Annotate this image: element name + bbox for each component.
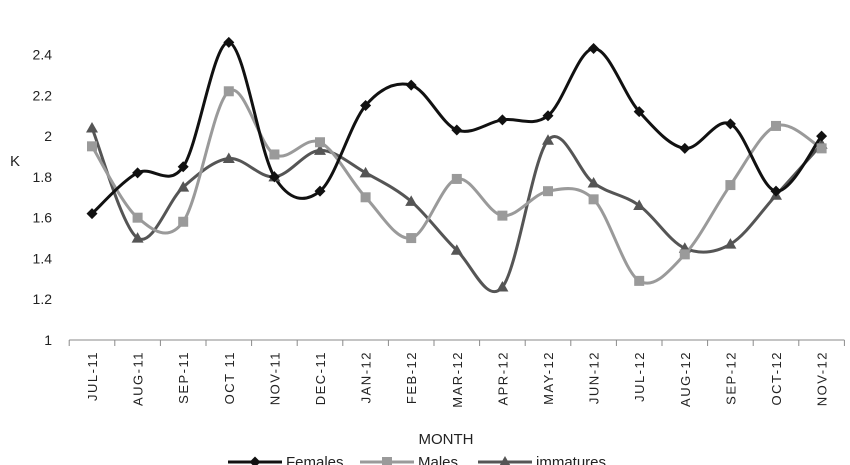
data-point-females bbox=[132, 167, 144, 179]
data-point-males bbox=[178, 216, 189, 227]
y-tick-label: 1 bbox=[44, 332, 52, 348]
x-axis-tick-labels: JUL-11 AUG-11 SEP-11 OCT 11 NOV-11 DEC-11 JAN-… bbox=[85, 351, 830, 408]
x-tick-label: OCT-12 bbox=[769, 351, 784, 406]
x-tick-label: MAR-12 bbox=[450, 351, 465, 408]
data-point-immatures bbox=[405, 195, 418, 206]
data-point-immatures bbox=[450, 244, 463, 255]
x-tick-label: OCT 11 bbox=[222, 351, 237, 404]
data-point-males bbox=[679, 249, 690, 260]
data-point-immatures bbox=[359, 166, 372, 178]
data-point-males bbox=[725, 180, 736, 191]
x-tick-label: AUG-12 bbox=[678, 351, 693, 407]
data-point-females bbox=[542, 110, 554, 122]
data-point-females bbox=[177, 161, 189, 173]
x-tick-label: SEP-12 bbox=[723, 351, 738, 405]
data-point-males bbox=[269, 149, 280, 160]
y-tick-label: 1.8 bbox=[33, 169, 53, 185]
data-point-females bbox=[496, 114, 508, 126]
data-point-immatures bbox=[131, 232, 144, 243]
data-point-males bbox=[451, 173, 462, 184]
x-tick-label: JUL-12 bbox=[632, 351, 647, 402]
data-point-males bbox=[360, 192, 371, 203]
data-point-immatures bbox=[542, 134, 554, 145]
data-point-males bbox=[588, 194, 599, 205]
data-point-females bbox=[816, 130, 828, 142]
legend-marker-males bbox=[382, 457, 392, 465]
y-tick-label: 2.2 bbox=[33, 87, 53, 103]
data-point-males bbox=[497, 210, 508, 221]
data-point-females bbox=[360, 100, 372, 112]
series-line-females bbox=[90, 40, 823, 215]
legend-marker-immatures bbox=[499, 456, 511, 465]
legend: Females Males immatures bbox=[228, 454, 606, 465]
y-tick-label: 2 bbox=[44, 128, 52, 144]
data-point-immatures bbox=[222, 152, 235, 164]
x-tick-label: AUG-11 bbox=[131, 351, 146, 406]
series-markers bbox=[86, 36, 828, 292]
x-tick-label: SEP-11 bbox=[176, 351, 191, 404]
series-line-males bbox=[90, 88, 823, 285]
data-point-immatures bbox=[724, 238, 737, 249]
data-point-females bbox=[314, 185, 326, 197]
data-point-females bbox=[223, 36, 235, 48]
y-axis-ticks: 1 1.2 1.4 1.6 1.8 2 2.2 2.4 bbox=[33, 47, 53, 348]
data-point-females bbox=[405, 79, 417, 91]
data-point-males bbox=[87, 141, 97, 152]
x-tick-label: DEC-11 bbox=[313, 351, 328, 405]
data-point-males bbox=[223, 86, 234, 97]
x-tick-label: JUN-12 bbox=[587, 351, 602, 404]
data-point-females bbox=[679, 142, 691, 154]
data-point-immatures bbox=[633, 199, 646, 210]
data-point-immatures bbox=[587, 177, 600, 188]
legend-label-males: Males bbox=[418, 454, 458, 465]
x-tick-label: APR-12 bbox=[495, 351, 510, 406]
data-point-males bbox=[634, 275, 645, 286]
data-point-females bbox=[588, 42, 600, 54]
series-line-immatures bbox=[90, 127, 823, 294]
legend-marker-females bbox=[249, 456, 261, 465]
y-axis-label: K bbox=[10, 153, 20, 170]
data-point-females bbox=[724, 118, 736, 130]
data-point-females bbox=[633, 106, 645, 118]
data-point-males bbox=[816, 143, 827, 154]
data-point-immatures bbox=[314, 144, 326, 155]
series-lines bbox=[90, 40, 823, 294]
data-point-females bbox=[86, 208, 98, 220]
data-point-immatures bbox=[177, 181, 190, 192]
data-point-females bbox=[268, 171, 280, 183]
x-axis bbox=[68, 339, 845, 346]
data-point-females bbox=[770, 185, 782, 197]
x-tick-label: NOV-12 bbox=[815, 351, 830, 406]
data-point-immatures bbox=[496, 280, 509, 292]
x-tick-label: NOV-11 bbox=[267, 351, 282, 405]
x-tick-label: MAY-12 bbox=[541, 351, 556, 405]
x-tick-label: FEB-12 bbox=[404, 351, 419, 404]
y-tick-label: 1.2 bbox=[33, 291, 53, 307]
data-point-males bbox=[132, 212, 143, 223]
data-point-immatures bbox=[86, 121, 98, 133]
y-tick-label: 1.6 bbox=[33, 210, 53, 226]
legend-label-immatures: immatures bbox=[536, 454, 606, 465]
data-point-males bbox=[315, 137, 325, 148]
data-point-females bbox=[451, 124, 463, 136]
y-tick-label: 2.4 bbox=[33, 47, 53, 63]
x-tick-label: JAN-12 bbox=[359, 351, 374, 403]
x-tick-label: JUL-11 bbox=[85, 351, 100, 401]
data-point-males bbox=[543, 186, 553, 197]
x-axis-label: MONTH bbox=[419, 431, 474, 448]
y-tick-label: 1.4 bbox=[33, 250, 53, 266]
data-point-males bbox=[406, 233, 417, 244]
data-point-males bbox=[771, 120, 781, 131]
legend-label-females: Females bbox=[286, 454, 344, 465]
